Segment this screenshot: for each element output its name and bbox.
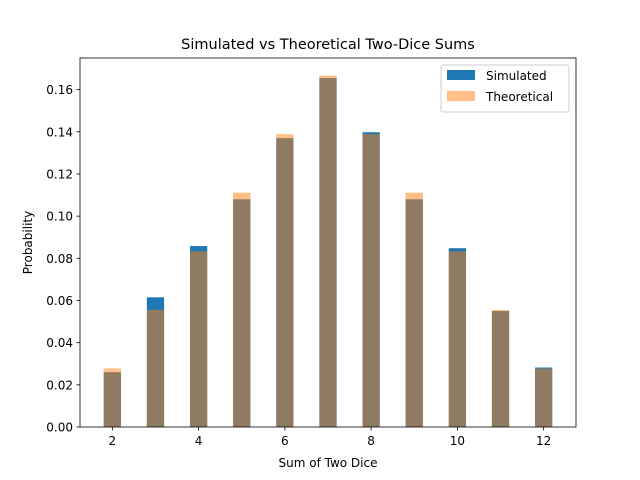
y-tick-label: 0.14 [46, 125, 73, 139]
x-tick-label: 10 [450, 434, 465, 448]
legend-label-simulated: Simulated [486, 69, 547, 83]
bar-theoretical-12 [535, 368, 553, 427]
y-tick-label: 0.04 [46, 336, 73, 350]
bar-theoretical-2 [103, 368, 121, 427]
y-tick-label: 0.08 [46, 252, 73, 266]
y-axis-ticks: 0.00 0.02 0.04 0.06 0.08 0.10 0.12 0.14 0.16 [46, 83, 80, 435]
bar-theoretical-9 [405, 192, 423, 427]
legend-swatch-simulated [447, 70, 475, 80]
y-tick-label: 0.02 [46, 378, 73, 392]
legend-label-theoretical: Theoretical [485, 90, 553, 104]
x-tick-label: 12 [536, 434, 551, 448]
plot-frame [79, 57, 577, 428]
bar-theoretical-10 [448, 251, 467, 427]
y-tick-label: 0.12 [46, 167, 73, 181]
legend: Simulated Theoretical [440, 64, 570, 113]
x-tick-label: 6 [281, 434, 289, 448]
y-tick-label: 0.16 [46, 83, 73, 97]
x-tick-label: 4 [195, 434, 203, 448]
y-tick-label: 0.00 [46, 421, 73, 435]
chart-title: Simulated vs Theoretical Two-Dice Sums [181, 37, 475, 53]
x-tick-label: 2 [109, 434, 117, 448]
bar-theoretical-6 [276, 134, 294, 428]
legend-swatch-theoretical [447, 91, 475, 101]
x-axis-ticks: 2 4 6 8 10 12 [109, 427, 551, 448]
bars-group [103, 75, 553, 428]
bar-theoretical-11 [491, 309, 510, 427]
x-tick-label: 8 [367, 434, 375, 448]
bar-theoretical-4 [189, 251, 208, 427]
bar-theoretical-3 [146, 309, 165, 427]
y-axis-label: Probability [21, 211, 35, 274]
bar-theoretical-5 [233, 192, 251, 427]
y-tick-label: 0.06 [46, 294, 73, 308]
y-tick-label: 0.10 [46, 210, 73, 224]
x-axis-label: Sum of Two Dice [279, 456, 378, 470]
bar-theoretical-7 [319, 75, 337, 428]
bar-theoretical-8 [362, 134, 380, 428]
